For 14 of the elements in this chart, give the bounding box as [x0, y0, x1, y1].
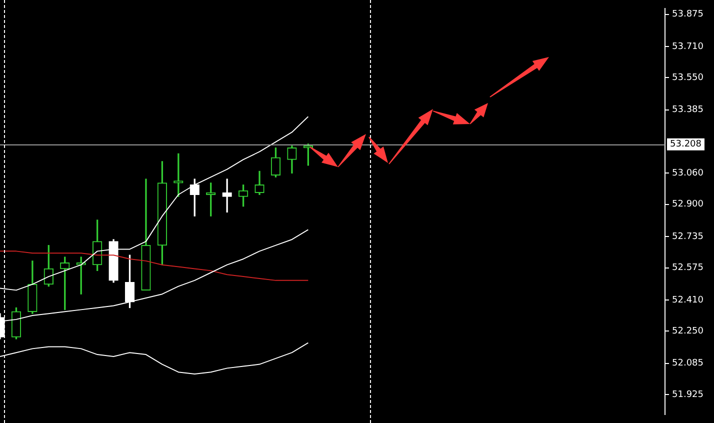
y-tick-label: 52.085	[672, 358, 704, 369]
y-tick-label: 52.410	[672, 295, 704, 306]
y-tick-label: 52.900	[672, 200, 704, 210]
y-tick-label: 53.385	[672, 105, 704, 116]
y-tick-label: 52.250	[672, 326, 704, 336]
y-tick-label: 53.710	[672, 42, 704, 52]
y-tick-label: 53.875	[672, 10, 704, 20]
y-tick-label: 51.925	[672, 390, 704, 400]
y-tick-label: 53.550	[672, 72, 704, 83]
candlestick	[222, 178, 232, 213]
y-tick-label: 53.060	[672, 168, 704, 179]
ref-line-label: 53.208	[670, 140, 702, 150]
y-tick-label: 52.575	[672, 263, 704, 274]
y-tick-label: 52.735	[672, 232, 704, 242]
